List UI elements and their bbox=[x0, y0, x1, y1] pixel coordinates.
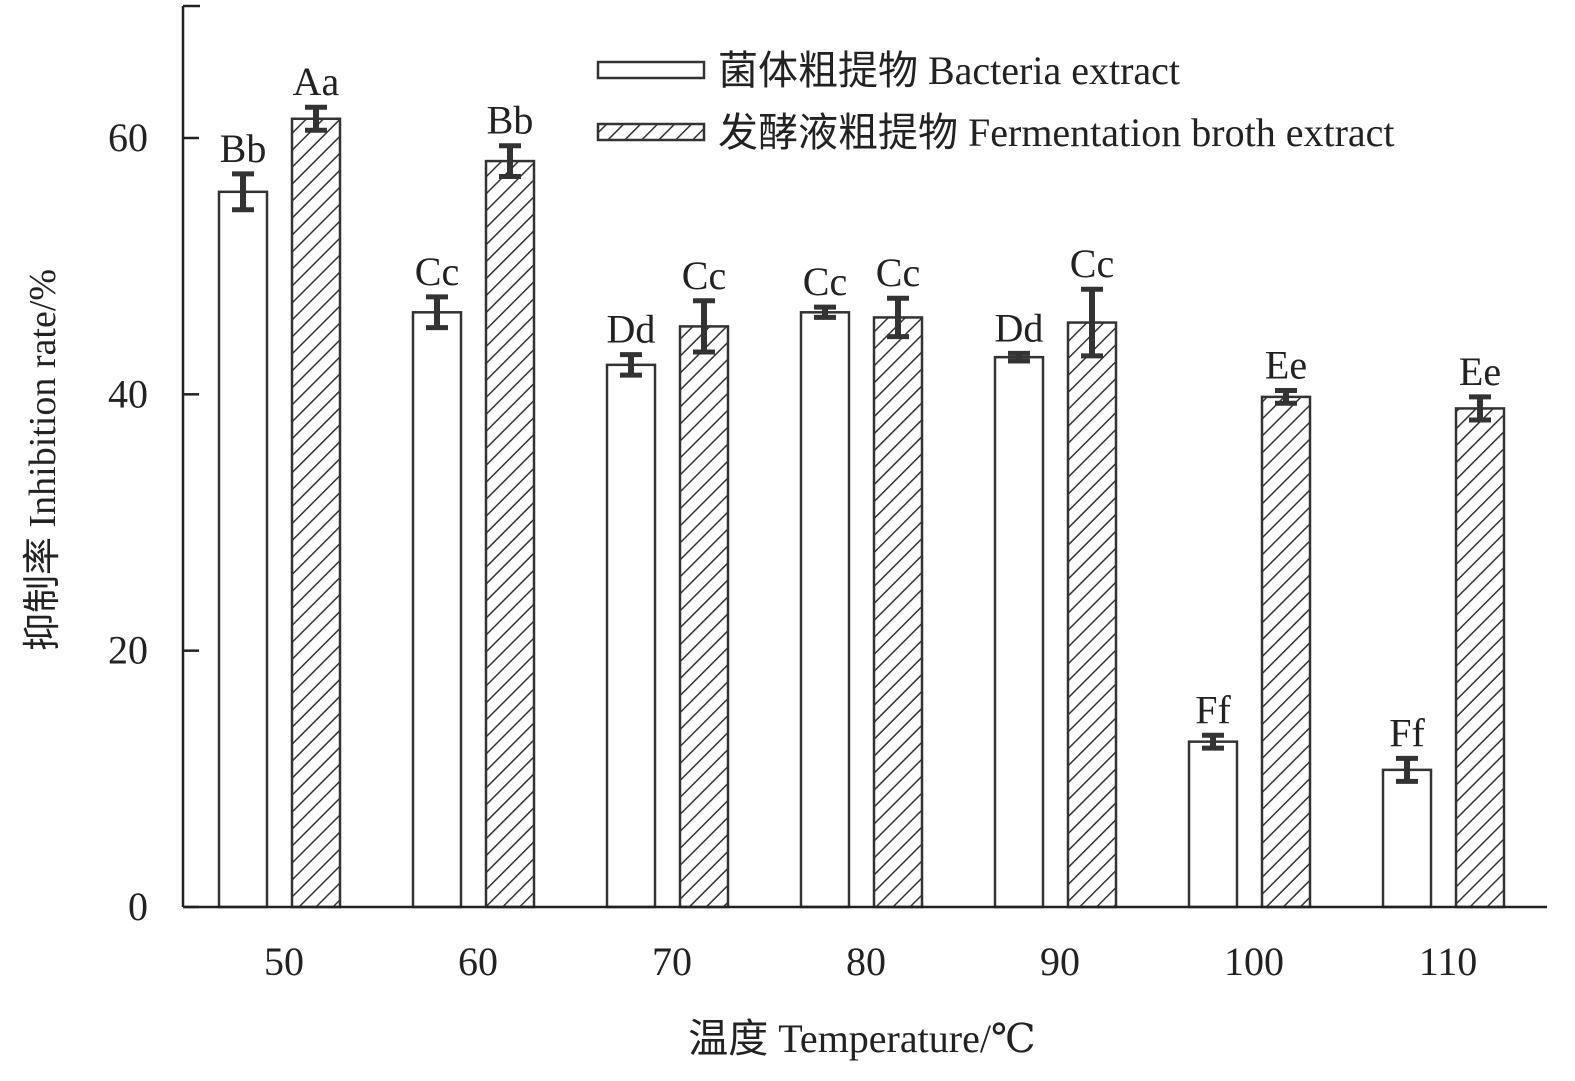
error-bar-bacteria-70 bbox=[620, 352, 642, 378]
bar-bacteria-100 bbox=[1187, 740, 1239, 909]
error-bar-fermentation-100 bbox=[1275, 387, 1297, 406]
significance-label-bacteria-50: Bb bbox=[220, 126, 267, 171]
significance-label-fermentation-100: Ee bbox=[1265, 342, 1307, 387]
y-tick-label-20: 20 bbox=[108, 628, 148, 673]
significance-label-bacteria-90: Dd bbox=[995, 305, 1044, 350]
error-bar-bacteria-90 bbox=[1008, 350, 1030, 364]
y-ticks: 0 20 40 60 bbox=[108, 115, 199, 929]
significance-label-fermentation-50: Aa bbox=[293, 59, 340, 104]
error-bar-fermentation-70 bbox=[693, 298, 715, 355]
x-tick-label-110: 110 bbox=[1419, 939, 1478, 984]
legend-swatch-bacteria bbox=[596, 60, 706, 80]
bar-bacteria-80 bbox=[799, 311, 851, 909]
bar-fermentation-80 bbox=[872, 316, 924, 909]
significance-label-bacteria-100: Ff bbox=[1195, 687, 1231, 732]
x-ticks: 50 60 70 80 90 100 110 bbox=[264, 939, 1477, 984]
bars-layer bbox=[217, 117, 1506, 909]
significance-label-fermentation-110: Ee bbox=[1459, 349, 1501, 394]
error-bar-fermentation-90 bbox=[1081, 286, 1103, 359]
x-tick-label-60: 60 bbox=[458, 939, 498, 984]
x-tick-label-100: 100 bbox=[1224, 939, 1284, 984]
error-bar-fermentation-50 bbox=[305, 104, 327, 133]
x-tick-label-90: 90 bbox=[1040, 939, 1080, 984]
significance-label-bacteria-70: Dd bbox=[607, 307, 656, 352]
y-tick-label-0: 0 bbox=[128, 884, 148, 929]
bar-bacteria-110 bbox=[1381, 768, 1433, 909]
legend-swatch-fermentation bbox=[596, 122, 706, 142]
significance-label-fermentation-80: Cc bbox=[876, 250, 920, 295]
significance-label-fermentation-60: Bb bbox=[487, 98, 534, 143]
significance-label-fermentation-90: Cc bbox=[1070, 241, 1114, 286]
y-tick-label-40: 40 bbox=[108, 371, 148, 416]
error-bar-fermentation-60 bbox=[499, 143, 521, 179]
y-axis-label: 抑制率 Inhibition rate/% bbox=[22, 269, 64, 651]
legend-label-bacteria: 菌体粗提物 Bacteria extract bbox=[718, 48, 1180, 93]
error-bar-bacteria-60 bbox=[426, 294, 448, 331]
bar-fermentation-50 bbox=[290, 117, 342, 909]
bar-bacteria-60 bbox=[411, 311, 463, 909]
bar-bacteria-70 bbox=[605, 363, 657, 909]
bar-fermentation-110 bbox=[1454, 407, 1506, 909]
bar-fermentation-90 bbox=[1066, 321, 1118, 909]
bar-fermentation-70 bbox=[678, 325, 730, 909]
error-bar-bacteria-50 bbox=[232, 171, 254, 213]
axes bbox=[181, 4, 1547, 909]
error-bar-fermentation-80 bbox=[887, 295, 909, 340]
x-tick-label-70: 70 bbox=[652, 939, 692, 984]
significance-label-bacteria-110: Ff bbox=[1389, 710, 1425, 755]
significance-label-fermentation-70: Cc bbox=[682, 253, 726, 298]
bar-bacteria-90 bbox=[993, 355, 1045, 909]
significance-labels-layer: Bb Aa Cc Bb Dd Cc Cc Cc Dd Cc Ff Ee Ff Ee bbox=[220, 59, 1501, 755]
error-bar-bacteria-100 bbox=[1202, 732, 1224, 751]
error-bars-layer bbox=[232, 104, 1491, 784]
significance-label-bacteria-80: Cc bbox=[803, 259, 847, 304]
error-bar-bacteria-80 bbox=[814, 304, 836, 320]
legend: 菌体粗提物 Bacteria extract 发酵液粗提物 Fermentati… bbox=[596, 48, 1395, 155]
error-bar-bacteria-110 bbox=[1396, 755, 1418, 784]
x-tick-label-50: 50 bbox=[264, 939, 304, 984]
bar-fermentation-60 bbox=[484, 159, 536, 909]
significance-label-bacteria-60: Cc bbox=[415, 249, 459, 294]
legend-label-fermentation: 发酵液粗提物 Fermentation broth extract bbox=[718, 110, 1395, 155]
x-axis-label: 温度 Temperature/℃ bbox=[688, 1016, 1035, 1061]
bar-fermentation-100 bbox=[1260, 395, 1312, 909]
bar-bacteria-50 bbox=[217, 190, 269, 909]
error-bar-fermentation-110 bbox=[1469, 394, 1491, 423]
x-tick-label-80: 80 bbox=[846, 939, 886, 984]
y-tick-label-60: 60 bbox=[108, 115, 148, 160]
